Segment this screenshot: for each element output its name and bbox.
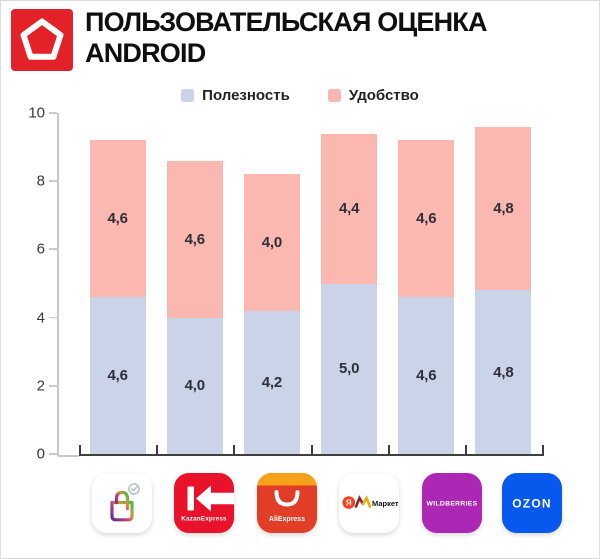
bar-megamarket-usefulness-segment: 4,6: [89, 297, 146, 454]
bar-ozon-convenience-segment: 4,8: [475, 126, 532, 291]
x-axis-tick: [464, 445, 467, 454]
page-title-line1: ПОЛЬЗОВАТЕЛЬСКАЯ ОЦЕНКА: [85, 7, 487, 37]
y-axis-tick-label: 0: [36, 445, 45, 463]
bag-handle-smile-icon: [274, 490, 300, 507]
x-axis-tick: [310, 445, 313, 454]
kazanexpress-icon: KazanExpress: [174, 473, 234, 533]
y-axis-tick-label: 4: [36, 309, 45, 327]
pentagon-brand-icon: [11, 9, 73, 71]
aliexpress-icon: AliExpress: [257, 473, 317, 533]
wildberries-icon: WILDBERRIES: [422, 473, 482, 533]
shopping-bag-icon: [110, 500, 134, 522]
bar-yandex-market-convenience-segment: 4,4: [321, 133, 378, 284]
bar-ozon-usefulness-segment: 4,8: [475, 290, 532, 454]
x-axis-tick: [387, 445, 390, 454]
y-axis-tick: [49, 180, 57, 183]
market-label: Маркет: [372, 499, 399, 508]
page-title-line2: ANDROID: [85, 38, 206, 68]
legend-item-usefulness: Полезность: [181, 87, 290, 104]
y-axis-line: [57, 113, 59, 456]
bar-value-label: 4,6: [107, 210, 128, 228]
x-axis-tick: [156, 445, 159, 454]
orange-band: [257, 473, 317, 486]
ozon-icon: OZON: [502, 473, 562, 533]
y-axis-tick-label: 10: [28, 104, 45, 122]
legend-swatch-convenience: [327, 89, 341, 102]
bar-aliexpress-convenience-segment: 4,0: [243, 174, 300, 311]
market-m-glyph-dark: [354, 495, 365, 508]
yandex-market-icon: Я Маркет: [339, 473, 399, 533]
market-m-glyph-orange: [361, 495, 372, 508]
y-axis-tick-label: 6: [36, 240, 45, 258]
yandex-circle-icon: [342, 496, 356, 509]
page-title: ПОЛЬЗОВАТЕЛЬСКАЯ ОЦЕНКА ANDROID: [85, 7, 487, 69]
bar-value-label: 4,6: [416, 210, 437, 228]
megamarket-icon: [92, 473, 152, 533]
bar-value-label: 4,8: [493, 363, 514, 381]
yandex-ya-letter: Я: [346, 499, 352, 508]
pentagon-icon: [20, 18, 64, 60]
y-axis-tick-label: 8: [36, 172, 45, 190]
bar-kazanexpress-usefulness-segment: 4,0: [166, 317, 223, 454]
bar-kazanexpress-convenience-segment: 4,6: [166, 160, 223, 318]
bar-wildberries-convenience-segment: 4,6: [398, 140, 455, 298]
bar-value-label: 4,2: [261, 373, 283, 391]
y-axis-tick: [49, 112, 57, 114]
bar-aliexpress-usefulness-segment: 4,2: [243, 310, 300, 454]
y-axis-tick: [49, 248, 57, 251]
y-axis-tick: [49, 453, 57, 455]
bar-megamarket-convenience-segment: 4,6: [89, 140, 146, 298]
bar-value-label: 4,6: [416, 367, 437, 385]
legend-label-convenience: Удобство: [348, 87, 419, 104]
bar-value-label: 4,0: [261, 234, 283, 252]
aliexpress-label: AliExpress: [269, 516, 305, 523]
legend-swatch-usefulness: [181, 89, 195, 102]
wildberries-label: WILDBERRIES: [427, 501, 478, 508]
y-axis-tick-label: 2: [36, 377, 45, 395]
chart-legend: Полезность Удобство: [1, 87, 599, 104]
x-axis-line: [79, 454, 544, 457]
bar-value-label: 4,4: [338, 200, 360, 217]
bar-value-label: 4,0: [184, 377, 205, 395]
x-axis-tick: [233, 445, 236, 454]
x-axis-tick: [79, 445, 81, 454]
bar-yandex-market-usefulness-segment: 5,0: [321, 283, 378, 454]
bar-value-label: 5,0: [338, 360, 360, 378]
bar-wildberries-usefulness-segment: 4,6: [398, 297, 455, 454]
y-axis-zero-connector: [58, 455, 79, 457]
ozon-label: OZON: [512, 497, 551, 511]
y-axis-tick: [49, 316, 57, 319]
legend-item-convenience: Удобство: [327, 87, 419, 104]
checkmark-circle-icon: [128, 483, 140, 495]
legend-label-usefulness: Полезность: [202, 87, 290, 104]
x-axis-tick: [542, 445, 544, 454]
k-bar-shape: [187, 486, 194, 511]
kazanexpress-label: KazanExpress: [181, 516, 227, 523]
bar-value-label: 4,8: [493, 199, 514, 217]
bar-value-label: 4,6: [184, 230, 205, 248]
bar-value-label: 4,6: [107, 367, 128, 385]
y-axis-tick: [49, 384, 57, 387]
left-arrow-icon: [196, 485, 234, 512]
